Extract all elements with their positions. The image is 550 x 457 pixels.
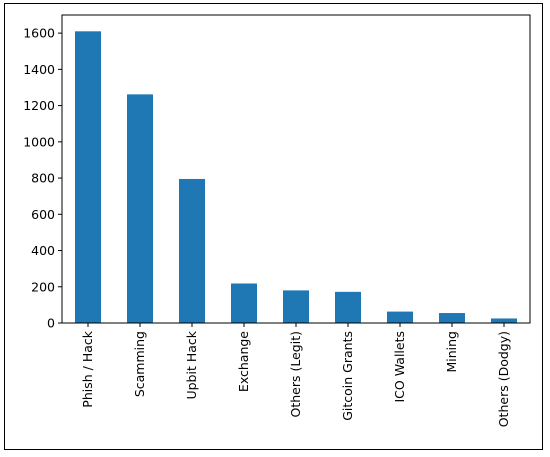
x-tick-label: Phish / Hack — [80, 330, 95, 407]
x-tick-label: Others (Dodgy) — [496, 331, 511, 427]
y-axis: 0 200 400 600 800 1000 1200 1400 1600 — [23, 26, 62, 331]
bars-group — [75, 31, 517, 324]
bar-5 — [335, 291, 361, 323]
x-tick-label: ICO Wallets — [392, 331, 407, 403]
bar-8 — [491, 318, 517, 323]
bar-0 — [75, 31, 101, 324]
x-tick-label: Scamming — [132, 331, 147, 397]
x-tick-label: Gitcoin Grants — [340, 331, 355, 421]
x-tick-label: Upbit Hack — [184, 330, 199, 399]
y-tick-label: 0 — [47, 316, 55, 331]
x-axis: Phish / Hack Scamming Upbit Hack Exchange Ot… — [80, 323, 511, 427]
y-tick-label: 800 — [31, 171, 55, 186]
y-tick-label: 400 — [31, 243, 55, 258]
bar-7 — [439, 313, 465, 323]
y-tick-label: 200 — [31, 279, 55, 294]
bar-1 — [127, 94, 153, 323]
y-tick-label: 600 — [31, 207, 55, 222]
y-tick-label: 1600 — [23, 26, 55, 41]
x-tick-label: Others (Legit) — [288, 331, 303, 417]
bar-3 — [231, 283, 257, 323]
bar-6 — [387, 311, 413, 323]
bar-4 — [283, 290, 309, 323]
y-tick-label: 1400 — [23, 62, 55, 77]
x-tick-label: Exchange — [236, 331, 251, 392]
y-tick-label: 1200 — [23, 98, 55, 113]
plot-border — [61, 14, 531, 324]
y-tick-label: 1000 — [23, 134, 55, 149]
bar-2 — [179, 178, 205, 323]
x-tick-label: Mining — [444, 331, 459, 373]
